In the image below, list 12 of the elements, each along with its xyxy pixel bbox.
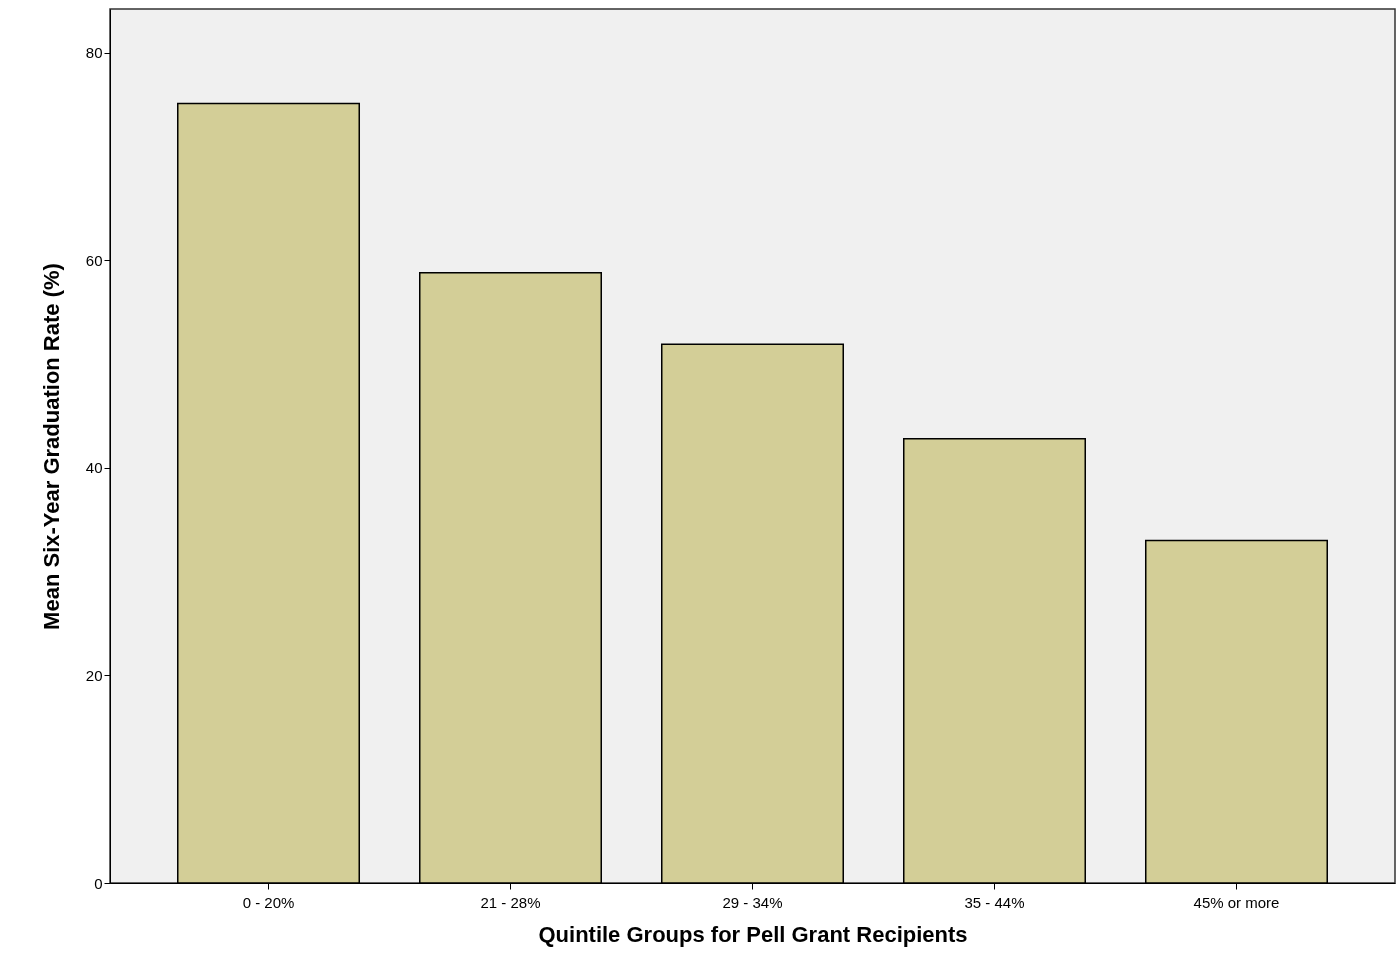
y-tick-label: 40 — [85, 459, 103, 477]
y-tick-label: 20 — [85, 666, 103, 684]
x-tick-label: 45% or more — [1193, 893, 1280, 911]
x-tick-label: 21 - 28% — [480, 893, 541, 911]
x-tick-label: 29 - 34% — [722, 893, 783, 911]
x-tick-label: 0 - 20% — [242, 893, 295, 911]
y-tick-label: 0 — [94, 874, 103, 892]
y-tick-label: 60 — [85, 251, 103, 269]
y-axis-title: Mean Six-Year Graduation Rate (%) — [38, 263, 64, 630]
y-tick-label: 80 — [85, 44, 103, 62]
x-tick-label: 35 - 44% — [964, 893, 1025, 911]
x-axis-title: Quintile Groups for Pell Grant Recipients — [538, 921, 968, 947]
